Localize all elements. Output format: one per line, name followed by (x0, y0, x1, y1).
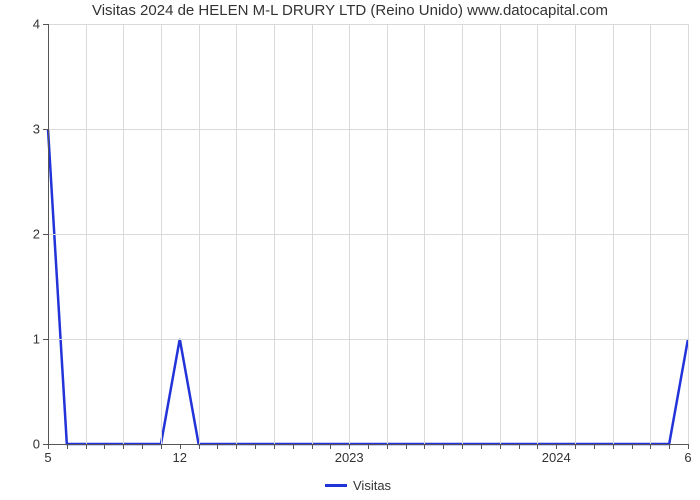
legend: Visitas (325, 478, 391, 493)
y-tick-label: 2 (20, 227, 40, 242)
x-tick-mark (123, 444, 124, 449)
x-tick-mark (594, 444, 595, 449)
x-tick-mark (104, 444, 105, 449)
x-tick-mark (199, 444, 200, 449)
y-tick-mark (43, 339, 48, 340)
grid-line-vertical (537, 24, 538, 444)
y-tick-mark (43, 234, 48, 235)
x-tick-mark (613, 444, 614, 449)
grid-line-vertical (424, 24, 425, 444)
grid-line-vertical (161, 24, 162, 444)
x-tick-mark (236, 444, 237, 449)
grid-line-vertical (349, 24, 350, 444)
legend-swatch (325, 484, 347, 487)
x-tick-mark (443, 444, 444, 449)
y-tick-label: 4 (20, 17, 40, 32)
y-axis-line (48, 24, 49, 444)
grid-line-vertical (236, 24, 237, 444)
x-tick-mark (180, 444, 181, 449)
x-tick-mark (217, 444, 218, 449)
x-tick-label: 5 (44, 450, 51, 465)
x-tick-mark (142, 444, 143, 449)
grid-line-vertical (613, 24, 614, 444)
x-tick-mark (255, 444, 256, 449)
y-tick-label: 1 (20, 332, 40, 347)
visitas-line (48, 129, 688, 444)
x-tick-mark (48, 444, 49, 449)
x-tick-mark (500, 444, 501, 449)
x-tick-label: 2024 (542, 450, 571, 465)
x-tick-mark (67, 444, 68, 449)
x-tick-mark (86, 444, 87, 449)
x-tick-mark (312, 444, 313, 449)
grid-line-vertical (650, 24, 651, 444)
grid-line-horizontal (48, 129, 688, 130)
x-tick-mark (406, 444, 407, 449)
x-tick-mark (650, 444, 651, 449)
y-tick-mark (43, 24, 48, 25)
x-tick-label: 6 (684, 450, 691, 465)
y-tick-mark (43, 129, 48, 130)
x-tick-label: 2023 (335, 450, 364, 465)
x-tick-mark (424, 444, 425, 449)
chart-title: Visitas 2024 de HELEN M-L DRURY LTD (Rei… (92, 2, 608, 19)
grid-line-vertical (86, 24, 87, 444)
grid-line-vertical (387, 24, 388, 444)
grid-line-vertical (123, 24, 124, 444)
x-tick-mark (688, 444, 689, 449)
x-tick-mark (161, 444, 162, 449)
x-tick-mark (519, 444, 520, 449)
x-tick-mark (330, 444, 331, 449)
grid-line-vertical (462, 24, 463, 444)
x-tick-mark (537, 444, 538, 449)
x-tick-mark (293, 444, 294, 449)
grid-line-vertical (312, 24, 313, 444)
x-tick-label: 12 (173, 450, 187, 465)
x-tick-mark (462, 444, 463, 449)
x-tick-mark (556, 444, 557, 449)
x-tick-mark (669, 444, 670, 449)
grid-line-vertical (688, 24, 689, 444)
grid-line-horizontal (48, 339, 688, 340)
y-tick-label: 3 (20, 122, 40, 137)
chart-container: Visitas 2024 de HELEN M-L DRURY LTD (Rei… (0, 0, 700, 500)
grid-line-vertical (500, 24, 501, 444)
grid-line-vertical (575, 24, 576, 444)
x-tick-mark (632, 444, 633, 449)
legend-label: Visitas (353, 478, 391, 493)
grid-line-vertical (274, 24, 275, 444)
x-tick-mark (368, 444, 369, 449)
x-tick-mark (387, 444, 388, 449)
x-tick-mark (274, 444, 275, 449)
y-tick-label: 0 (20, 437, 40, 452)
x-tick-mark (349, 444, 350, 449)
grid-line-horizontal (48, 234, 688, 235)
plot-area (48, 24, 688, 444)
grid-line-horizontal (48, 24, 688, 25)
grid-line-vertical (199, 24, 200, 444)
x-tick-mark (481, 444, 482, 449)
x-tick-mark (575, 444, 576, 449)
